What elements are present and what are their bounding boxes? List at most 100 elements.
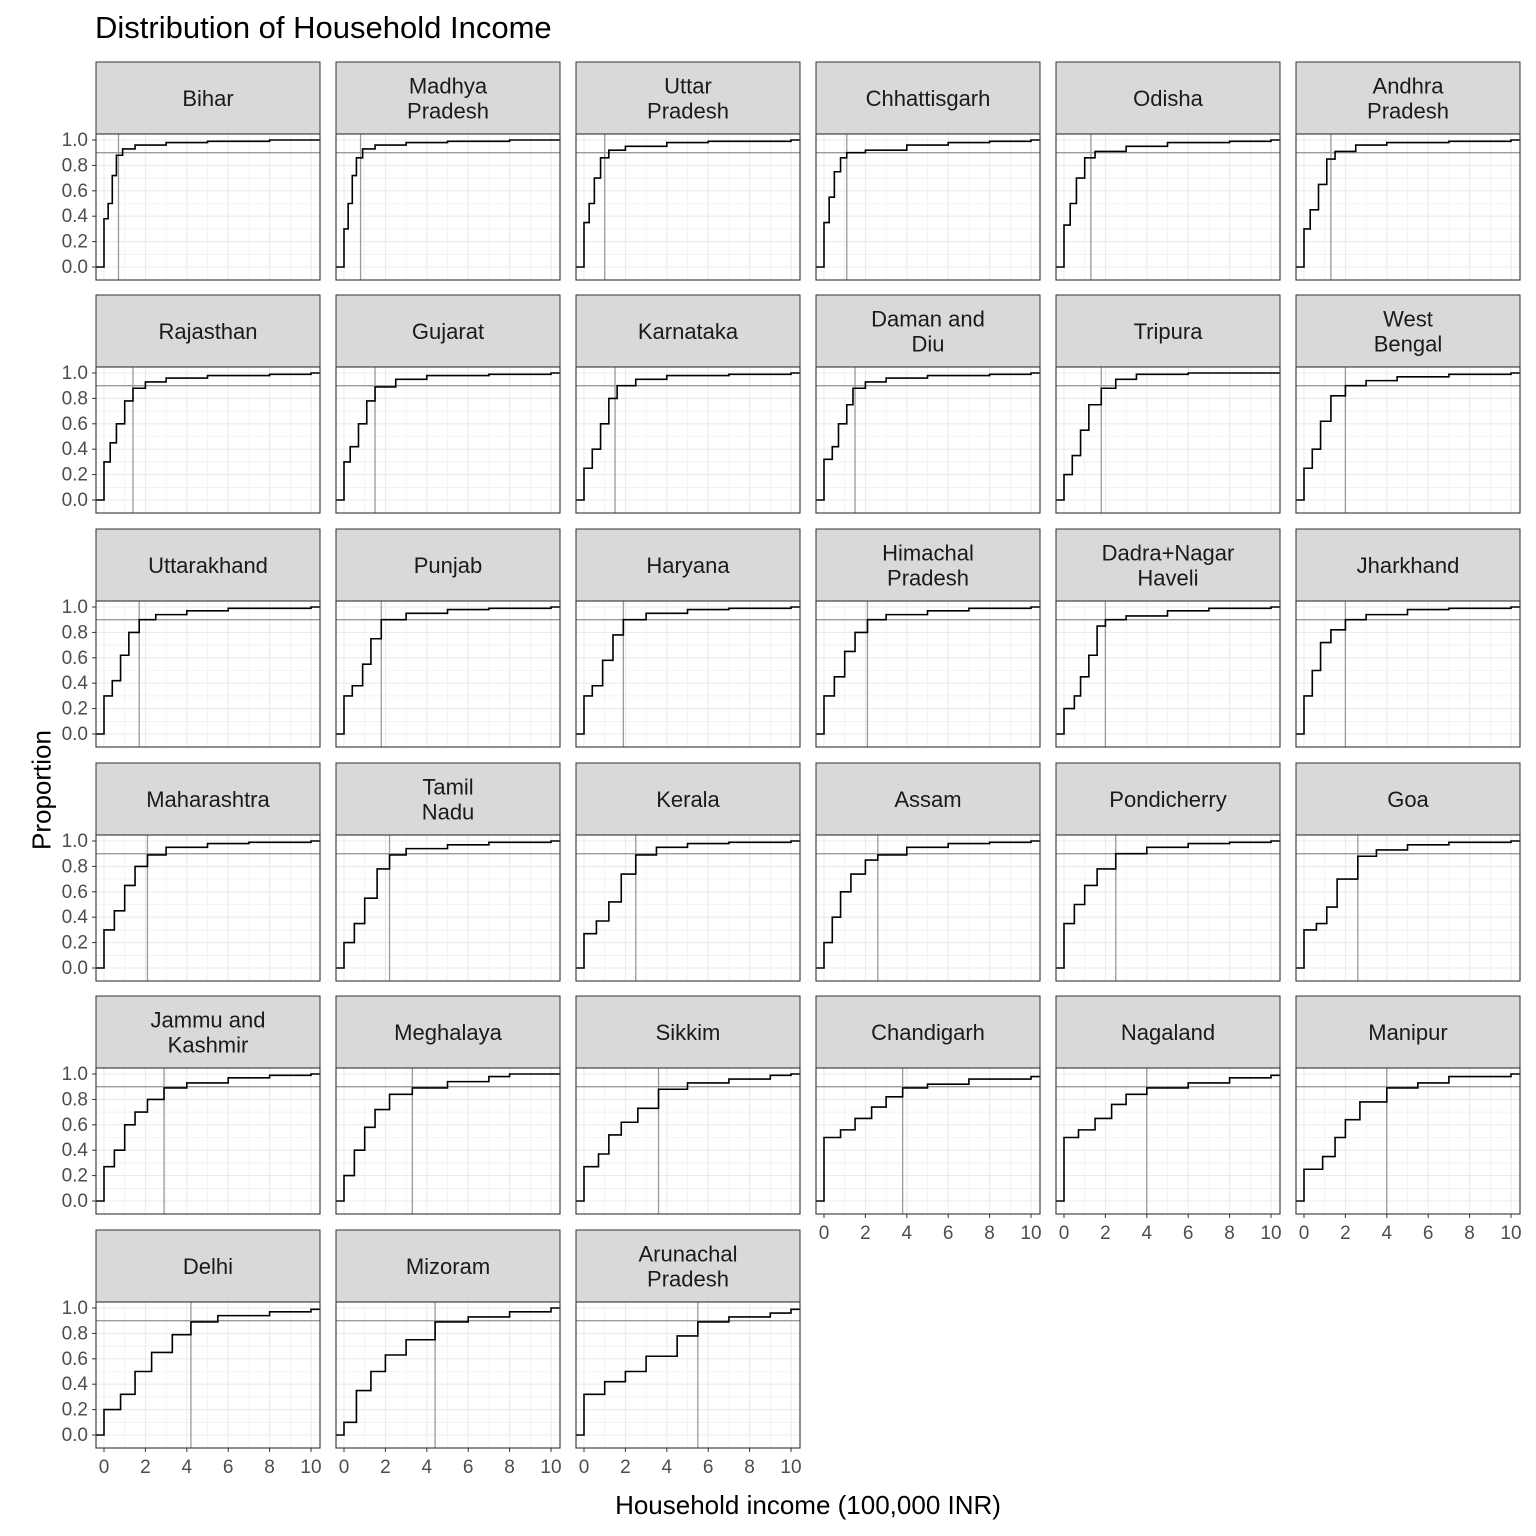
x-tick-label: 8 (984, 1223, 995, 1244)
ecdf-line-rajasthan (96, 372, 320, 501)
ecdf-line-meghalaya (336, 1073, 560, 1202)
panel-border (575, 600, 801, 748)
strip-himachal-pradesh (815, 528, 1041, 602)
panel-border (575, 1067, 801, 1215)
x-tick-label: 0 (1059, 1223, 1070, 1244)
ecdf-line-odisha (1056, 139, 1280, 268)
chart-title: Distribution of Household Income (95, 10, 552, 45)
ecdf-line-dadra-nagar-haveli (1056, 606, 1280, 735)
y-tick-label: 0.4 (62, 439, 89, 460)
x-tick-label: 0 (1299, 1223, 1310, 1244)
facet-kerala: Kerala (575, 762, 801, 982)
panel-background (576, 1302, 800, 1448)
y-tick-label: 0.0 (62, 257, 88, 278)
x-tick-label: 6 (1423, 1223, 1434, 1244)
y-tick-label: 0.0 (62, 724, 88, 745)
panel-background (576, 601, 800, 747)
strip-assam (815, 762, 1041, 836)
strip-gujarat (335, 294, 561, 368)
strip-manipur (1295, 995, 1521, 1069)
strip-pondicherry (1055, 762, 1281, 836)
strip-label: Meghalaya (394, 1020, 502, 1045)
panel-background (1056, 835, 1280, 981)
panel-background (96, 134, 320, 280)
x-axis-label: Household income (100,000 INR) (615, 1490, 1001, 1520)
ecdf-line-kerala (576, 840, 800, 969)
panel-border (1295, 366, 1521, 514)
y-tick-label: 0.6 (62, 181, 88, 202)
y-tick-label: 0.2 (62, 699, 88, 720)
y-tick-label: 0.4 (62, 1140, 89, 1161)
panel-background (96, 1068, 320, 1214)
panel-border (95, 366, 321, 514)
panel-background (1056, 134, 1280, 280)
panel-border (815, 600, 1041, 748)
y-tick-label: 0.8 (62, 1089, 88, 1110)
strip-chhattisgarh (815, 61, 1041, 135)
panel-background (576, 134, 800, 280)
x-tick-label: 4 (662, 1457, 673, 1478)
panel-background (96, 367, 320, 513)
y-tick-label: 0.2 (62, 1400, 88, 1421)
strip-label: Kerala (656, 787, 720, 812)
x-tick-label: 2 (860, 1223, 871, 1244)
panel-border (575, 366, 801, 514)
panel-background (1296, 134, 1520, 280)
strip-label: Madhya (409, 74, 488, 99)
strip-label: Daman and (871, 307, 985, 332)
facet-maharashtra: Maharashtra 0.0 0.2 0.4 0.6 0.8 1.0 (62, 762, 321, 982)
ecdf-line-chhattisgarh (816, 139, 1040, 268)
strip-label: Gujarat (412, 319, 484, 344)
ecdf-line-uttar-pradesh (576, 139, 800, 268)
strip-label: Nadu (422, 800, 475, 825)
ecdf-line-maharashtra (96, 840, 320, 969)
strip-andhra-pradesh (1295, 61, 1521, 135)
ecdf-line-chandigarh (816, 1075, 1040, 1202)
x-tick-label: 10 (1260, 1223, 1281, 1244)
y-tick-label: 0.4 (62, 907, 89, 928)
strip-odisha (1055, 61, 1281, 135)
panel-background (336, 367, 560, 513)
panel-background (336, 134, 560, 280)
x-tick-label: 0 (99, 1457, 110, 1478)
strip-label: Pradesh (647, 99, 729, 124)
facet-pondicherry: Pondicherry (1055, 762, 1281, 982)
panel-border (1295, 133, 1521, 281)
y-tick-label: 0.4 (62, 673, 89, 694)
facet-mizoram: Mizoram 0 2 4 6 8 10 (335, 1229, 562, 1478)
strip-karnataka (575, 294, 801, 368)
facet-chandigarh: Chandigarh 0 2 4 6 8 10 (815, 995, 1042, 1244)
y-tick-label: 1.0 (62, 1064, 88, 1085)
ecdf-line-tamil-nadu (336, 840, 560, 969)
strip-label: Uttarakhand (148, 553, 268, 578)
strip-nagaland (1055, 995, 1281, 1069)
facet-chhattisgarh: Chhattisgarh (815, 61, 1041, 281)
facet-sikkim: Sikkim (575, 995, 801, 1215)
x-tick-label: 10 (1020, 1223, 1041, 1244)
y-tick-label: 1.0 (62, 1298, 88, 1319)
y-tick-label: 0.8 (62, 856, 88, 877)
panel-border (95, 834, 321, 982)
x-tick-label: 2 (140, 1457, 151, 1478)
strip-label: Goa (1387, 787, 1429, 812)
x-tick-label: 6 (703, 1457, 714, 1478)
strip-label: Kashmir (168, 1033, 249, 1058)
panel-background (336, 835, 560, 981)
strip-label: Assam (894, 787, 961, 812)
ecdf-line-nagaland (1056, 1074, 1280, 1202)
strip-tamil-nadu (335, 762, 561, 836)
panel-border (575, 834, 801, 982)
y-tick-label: 0.2 (62, 465, 88, 486)
panel-background (96, 1302, 320, 1448)
strip-delhi (95, 1229, 321, 1303)
y-tick-label: 0.6 (62, 648, 88, 669)
strip-label: Punjab (414, 553, 483, 578)
strip-label: Maharashtra (146, 787, 270, 812)
facet-odisha: Odisha (1055, 61, 1281, 281)
facet-karnataka: Karnataka (575, 294, 801, 514)
x-tick-label: 4 (902, 1223, 913, 1244)
strip-west-bengal (1295, 294, 1521, 368)
panel-border (95, 133, 321, 281)
